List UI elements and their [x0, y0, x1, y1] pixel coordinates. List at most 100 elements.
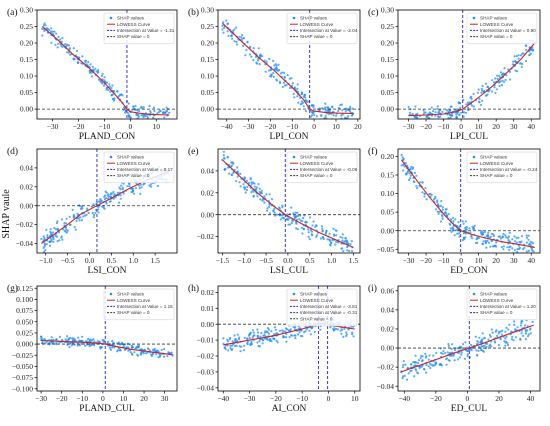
shap-point [164, 111, 167, 114]
panel-e: −1.5 −1.0 −0.5 0.0 0.5 1.0 1.5 −0.02 0.00 0.02 0.0… [188, 146, 361, 276]
shap-point [68, 223, 72, 226]
shap-point [91, 65, 94, 68]
shap-point [437, 212, 440, 215]
shap-point [525, 48, 528, 51]
shap-point [457, 358, 460, 361]
shap-point [81, 55, 84, 58]
shap-point [252, 194, 256, 197]
legend-entry: SHAP value = 0 [117, 310, 150, 315]
shap-point [449, 116, 452, 119]
shap-point [293, 334, 296, 337]
shap-point [158, 353, 161, 356]
shap-point [520, 240, 523, 243]
shap-point [335, 234, 338, 237]
shap-point [402, 169, 405, 172]
shap-point [436, 199, 439, 202]
shap-point [451, 226, 454, 229]
y-tick-label: 0.25 [201, 22, 214, 31]
shap-point [452, 216, 455, 219]
shap-point [341, 328, 344, 331]
shap-point [449, 113, 452, 117]
shap-point [258, 63, 261, 66]
shap-point [97, 68, 100, 72]
y-tick-label: 0.04 [20, 164, 33, 173]
shap-point [515, 241, 518, 244]
shap-point [131, 353, 134, 356]
shap-point [436, 203, 440, 206]
shap-point [103, 195, 106, 198]
x-tick-label: 20 [492, 122, 500, 131]
shap-point [330, 241, 333, 244]
shap-point [519, 54, 523, 57]
shap-point [61, 36, 64, 40]
shap-point [302, 105, 305, 108]
shap-point [259, 335, 262, 338]
legend-entry: SHAP value = 0 [117, 173, 150, 178]
shap-point [270, 73, 273, 77]
shap-point [480, 232, 483, 235]
shap-point [291, 334, 294, 337]
shap-point [343, 240, 346, 243]
x-tick-label: 20 [140, 394, 148, 403]
shap-point [150, 185, 153, 188]
legend-entry: Intersection at Value = 1.20 [480, 304, 536, 309]
shap-point [296, 95, 299, 98]
shap-point [312, 111, 315, 114]
shap-point [73, 225, 76, 229]
shap-point [331, 105, 334, 108]
shap-point [156, 349, 159, 352]
x-tick-label: −20 [56, 394, 68, 403]
shap-point [235, 40, 238, 44]
shap-point [230, 34, 233, 38]
shap-point [80, 219, 83, 222]
shap-point [440, 200, 443, 203]
legend-entry: LOWESS Curve [300, 298, 334, 303]
y-tick-label: −0.03 [197, 368, 215, 377]
shap-point [103, 207, 106, 210]
shap-point [254, 187, 257, 190]
shap-point [459, 106, 462, 109]
shap-point [496, 74, 499, 77]
shap-point [291, 219, 294, 222]
shap-point [285, 218, 288, 221]
shap-point [427, 365, 430, 368]
legend-box [466, 288, 538, 321]
y-tick-label: 0.25 [20, 22, 33, 31]
shap-point [262, 334, 265, 337]
shap-point [253, 182, 256, 185]
shap-point [325, 117, 328, 119]
shap-point [438, 109, 441, 112]
axes-frame [36, 9, 178, 120]
x-tick-label: 0 [101, 394, 105, 403]
shap-point [476, 340, 479, 343]
panel-a: −30 −20 −10 0 10 0.00 0.05 0.10 0.15 0.20 0.25 0.30… [7, 6, 178, 142]
x-tick-label: −10 [438, 256, 450, 265]
x-tick-label: −30 [403, 122, 415, 131]
shap-point [50, 41, 53, 45]
shap-point [149, 183, 152, 186]
shap-point [531, 320, 534, 323]
shap-point [156, 112, 159, 115]
shap-point [425, 355, 428, 358]
shap-point [293, 96, 296, 99]
shap-point [56, 46, 59, 49]
shap-point [292, 212, 295, 215]
shap-point [152, 106, 155, 109]
shap-point [263, 195, 266, 198]
shap-point [137, 184, 141, 187]
panel-label: (c) [368, 7, 379, 18]
shap-point [483, 344, 486, 347]
shap-point [335, 114, 338, 117]
shap-point [482, 350, 485, 353]
shap-point [54, 43, 57, 46]
shap-point [300, 226, 304, 229]
shap-point [505, 340, 508, 343]
axes-frame [397, 148, 541, 254]
y-tick-label: −0.025 [12, 351, 33, 360]
shap-point [524, 44, 528, 47]
shap-point [469, 231, 472, 234]
shap-point [133, 192, 136, 195]
shap-point [421, 191, 424, 194]
x-tick-label: −40 [398, 394, 410, 403]
